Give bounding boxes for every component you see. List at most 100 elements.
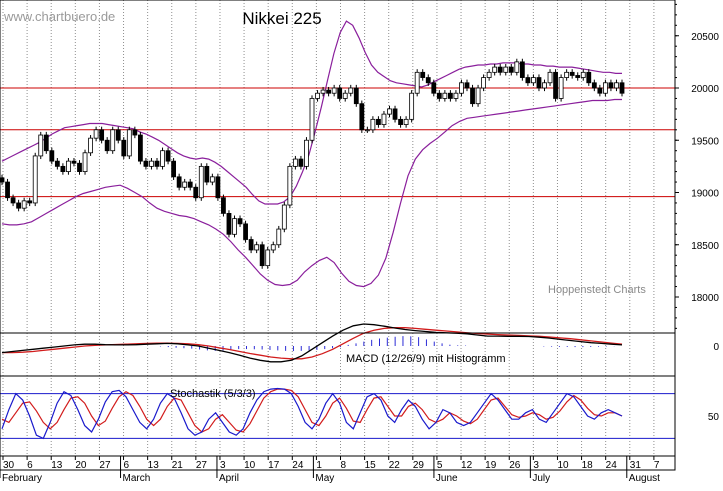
x-tick-label: 6 bbox=[124, 460, 130, 471]
stochastic-label: Stochastik (5/3/3) bbox=[170, 388, 256, 400]
x-tick-label: 5 bbox=[437, 460, 443, 471]
candle-body bbox=[414, 71, 420, 94]
candle-body bbox=[453, 92, 459, 99]
candle-body bbox=[619, 82, 625, 94]
candle-body bbox=[519, 61, 525, 78]
x-tick-label: 19 bbox=[485, 460, 497, 471]
candle-body bbox=[442, 92, 448, 99]
candle-body bbox=[93, 129, 99, 139]
candle-body bbox=[226, 212, 232, 235]
candle-body bbox=[470, 87, 475, 105]
candle-body bbox=[193, 186, 199, 199]
x-tick-label: 15 bbox=[365, 460, 377, 471]
candle-body bbox=[392, 108, 398, 120]
candle-body bbox=[353, 87, 359, 105]
candle-body bbox=[342, 92, 348, 99]
candle-body bbox=[403, 118, 409, 125]
x-tick-label: 6 bbox=[27, 460, 33, 471]
candle-body bbox=[287, 165, 293, 206]
candle-body bbox=[270, 244, 276, 251]
candle-body bbox=[514, 61, 520, 73]
y-tick-label: 19500 bbox=[691, 136, 719, 147]
candle-body bbox=[431, 82, 437, 94]
candle-body bbox=[115, 129, 121, 141]
x-tick-label: 13 bbox=[148, 460, 160, 471]
candle-body bbox=[547, 71, 553, 84]
candle-body bbox=[82, 152, 88, 172]
candle-body bbox=[126, 129, 132, 157]
candle-body bbox=[558, 77, 564, 99]
x-tick-label: 30 bbox=[3, 460, 15, 471]
candle-body bbox=[110, 129, 116, 152]
candle-body bbox=[381, 113, 387, 125]
y-tick-label: 18500 bbox=[691, 241, 719, 252]
candle-body bbox=[204, 165, 210, 183]
candle-body bbox=[553, 71, 558, 99]
candle-body bbox=[137, 134, 143, 162]
candle-body bbox=[143, 160, 149, 167]
candle-body bbox=[492, 66, 498, 73]
x-tick-label: 24 bbox=[292, 460, 304, 471]
candle-body bbox=[32, 155, 38, 204]
candle-body bbox=[569, 71, 575, 76]
x-tick-label: 1 bbox=[316, 460, 322, 471]
candle-body bbox=[464, 82, 470, 89]
candle-body bbox=[243, 223, 248, 240]
candle-body bbox=[132, 129, 138, 136]
x-tick-label: 26 bbox=[509, 460, 521, 471]
candle-body bbox=[409, 92, 415, 120]
month-label: March bbox=[123, 473, 151, 484]
candle-body bbox=[459, 82, 464, 94]
candle-body bbox=[536, 77, 542, 89]
candle-body bbox=[187, 181, 193, 188]
candle-body bbox=[475, 87, 481, 105]
candle-body bbox=[436, 92, 442, 99]
chart-credit: Hoppenstedt Charts bbox=[548, 284, 646, 296]
candle-body bbox=[60, 165, 66, 172]
candle-body bbox=[542, 82, 547, 89]
x-tick-label: 22 bbox=[389, 460, 401, 471]
x-tick-label: 31 bbox=[630, 460, 642, 471]
macd-legend: MACD (12/26/9) mit Histogramm bbox=[346, 353, 506, 365]
x-tick-label: 24 bbox=[606, 460, 618, 471]
candle-body bbox=[254, 244, 260, 251]
candle-body bbox=[154, 160, 160, 167]
candle-body bbox=[575, 75, 581, 78]
candle-body bbox=[248, 239, 254, 251]
candle-body bbox=[16, 202, 22, 209]
candle-body bbox=[580, 71, 586, 78]
x-tick-label: 10 bbox=[557, 460, 569, 471]
candle-body bbox=[602, 82, 608, 94]
candle-body bbox=[531, 77, 536, 84]
month-label: May bbox=[315, 473, 334, 484]
candle-body bbox=[149, 160, 154, 167]
candle-body bbox=[71, 160, 77, 164]
month-label: February bbox=[2, 473, 42, 484]
macd-zero-label: 0 bbox=[713, 342, 719, 353]
candle-body bbox=[564, 71, 570, 78]
bollinger-lower bbox=[1, 98, 622, 288]
candle-body bbox=[281, 204, 287, 230]
y-tick-label: 19000 bbox=[691, 189, 719, 200]
stoch-d-line bbox=[1, 388, 623, 433]
candle-body bbox=[586, 71, 592, 84]
candle-body bbox=[176, 176, 182, 188]
candle-body bbox=[525, 77, 531, 84]
candle-body bbox=[331, 87, 337, 94]
candle-body bbox=[481, 77, 487, 89]
x-tick-label: 18 bbox=[582, 460, 594, 471]
x-tick-label: 3 bbox=[533, 460, 539, 471]
candle-body bbox=[237, 218, 243, 225]
y-tick-label: 20000 bbox=[691, 84, 719, 95]
candle-body bbox=[21, 200, 27, 209]
candle-body bbox=[364, 129, 370, 132]
candle-body bbox=[182, 181, 188, 188]
candle-body bbox=[420, 71, 426, 78]
candle-body bbox=[309, 98, 315, 141]
candle-body bbox=[370, 118, 376, 131]
watermark: www.chartbuero.de bbox=[3, 9, 115, 24]
candle-body bbox=[259, 244, 265, 267]
y-tick-label: 18000 bbox=[691, 293, 719, 304]
